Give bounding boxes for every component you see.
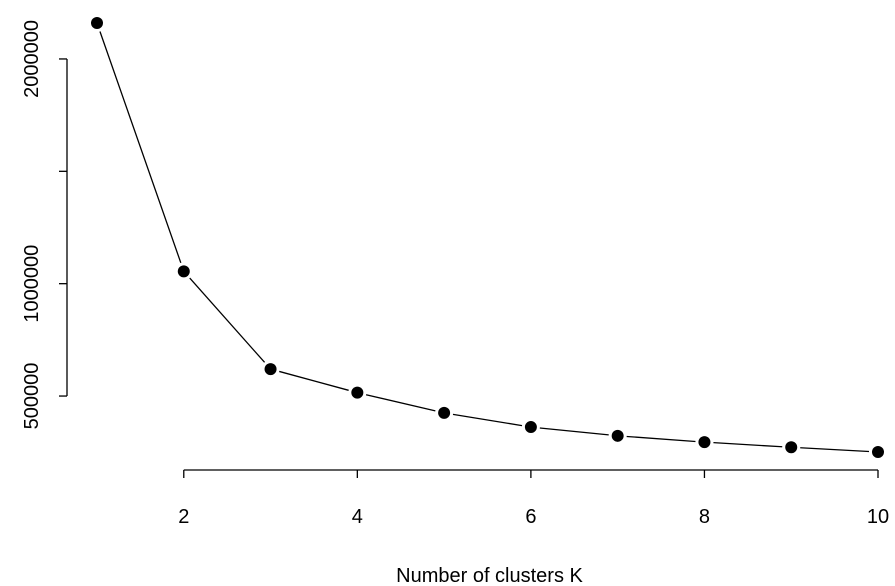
x-axis: 2 4 6 8 10 bbox=[178, 469, 889, 528]
y-tick-label: 2000000 bbox=[21, 20, 43, 98]
data-point bbox=[91, 17, 103, 29]
x-tick-label: 4 bbox=[352, 506, 363, 528]
data-point bbox=[264, 363, 277, 376]
x-tick-label: 2 bbox=[178, 506, 189, 528]
series-line-segment bbox=[99, 31, 182, 264]
y-tick-label: 1000000 bbox=[21, 245, 43, 323]
series-line-segment bbox=[539, 427, 609, 436]
data-point bbox=[524, 421, 537, 434]
x-axis-title: Number of clusters K bbox=[396, 565, 583, 586]
series-line-segment bbox=[365, 394, 436, 412]
series-line-segment bbox=[800, 447, 870, 453]
data-point bbox=[351, 386, 364, 399]
series-line-segment bbox=[713, 441, 783, 448]
series-line-segment bbox=[452, 413, 523, 427]
data-point bbox=[698, 436, 711, 449]
y-tick-label: 500000 bbox=[21, 363, 43, 430]
x-tick-label: 10 bbox=[867, 506, 889, 528]
y-axis: 500000 1000000 2000000 bbox=[21, 20, 68, 430]
data-point bbox=[611, 429, 624, 442]
data-point bbox=[438, 406, 451, 419]
data-point bbox=[872, 446, 884, 458]
x-tick-label: 8 bbox=[699, 506, 710, 528]
data-point bbox=[177, 265, 190, 278]
series-line-segment bbox=[279, 370, 349, 391]
series-line-segment bbox=[189, 277, 266, 363]
x-tick-label: 6 bbox=[525, 506, 536, 528]
series-line-segment bbox=[626, 435, 696, 443]
series-layer bbox=[91, 17, 884, 458]
data-point bbox=[785, 441, 798, 454]
